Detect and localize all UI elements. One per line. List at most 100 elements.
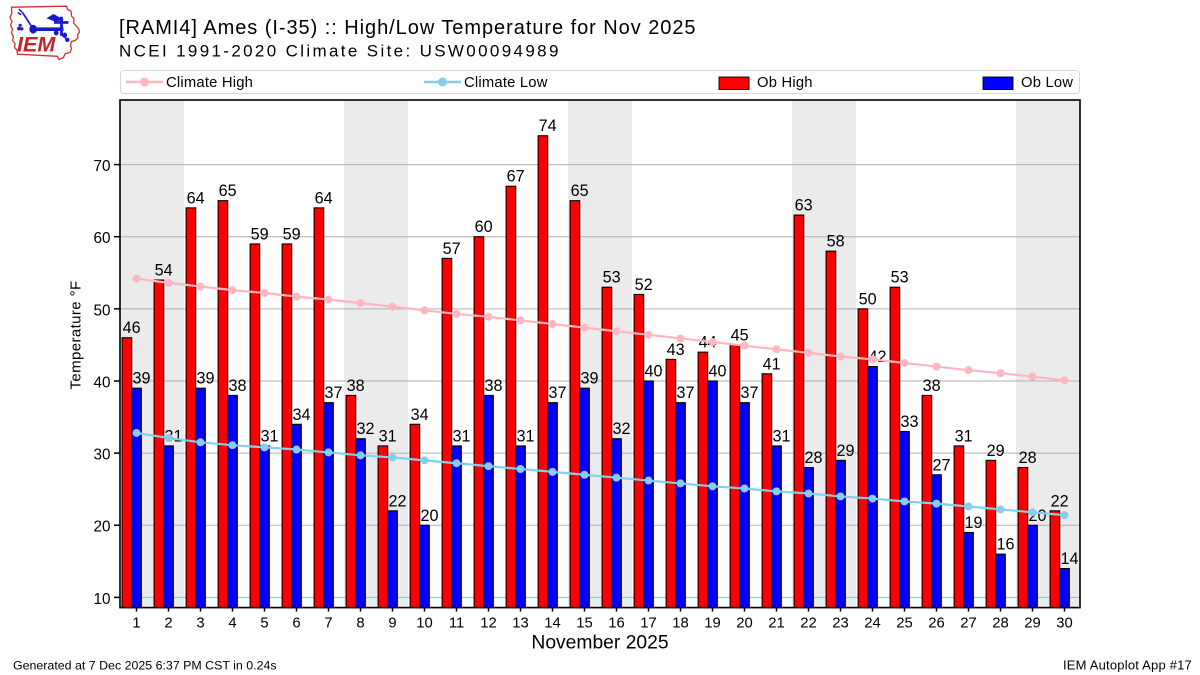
svg-text:41: 41 bbox=[763, 355, 781, 373]
svg-text:19: 19 bbox=[965, 514, 983, 532]
svg-text:Climate High: Climate High bbox=[166, 75, 253, 91]
svg-text:57: 57 bbox=[443, 240, 461, 258]
svg-text:26: 26 bbox=[928, 615, 944, 631]
svg-text:15: 15 bbox=[576, 615, 592, 631]
svg-text:59: 59 bbox=[251, 225, 269, 243]
svg-text:14: 14 bbox=[544, 615, 560, 631]
svg-text:31: 31 bbox=[379, 427, 397, 445]
svg-text:29: 29 bbox=[1024, 615, 1040, 631]
svg-text:33: 33 bbox=[901, 413, 919, 431]
svg-text:31: 31 bbox=[517, 427, 535, 445]
svg-text:58: 58 bbox=[827, 233, 845, 251]
svg-text:20: 20 bbox=[421, 507, 439, 525]
svg-text:28: 28 bbox=[1019, 449, 1037, 467]
svg-text:27: 27 bbox=[960, 615, 976, 631]
svg-text:32: 32 bbox=[613, 420, 631, 438]
svg-text:31: 31 bbox=[261, 427, 279, 445]
svg-text:10: 10 bbox=[93, 591, 110, 608]
svg-text:16: 16 bbox=[997, 536, 1015, 554]
svg-text:19: 19 bbox=[704, 615, 720, 631]
svg-text:4: 4 bbox=[228, 615, 236, 631]
svg-text:28: 28 bbox=[805, 449, 823, 467]
svg-text:53: 53 bbox=[891, 269, 909, 287]
svg-text:14: 14 bbox=[1061, 550, 1079, 568]
svg-text:20: 20 bbox=[736, 615, 752, 631]
svg-text:Ob High: Ob High bbox=[757, 75, 813, 91]
svg-text:Temperature °F: Temperature °F bbox=[68, 280, 85, 389]
svg-text:40: 40 bbox=[645, 363, 663, 381]
svg-text:74: 74 bbox=[539, 117, 557, 135]
svg-text:52: 52 bbox=[635, 276, 653, 294]
svg-text:54: 54 bbox=[155, 262, 173, 280]
svg-text:46: 46 bbox=[123, 319, 141, 337]
svg-text:38: 38 bbox=[923, 377, 941, 395]
svg-text:22: 22 bbox=[389, 492, 407, 510]
svg-text:[RAMI4] Ames (I-35) :: High/Lo: [RAMI4] Ames (I-35) :: High/Low Temperat… bbox=[119, 17, 697, 39]
svg-text:30: 30 bbox=[1056, 615, 1072, 631]
svg-text:23: 23 bbox=[832, 615, 848, 631]
svg-text:Generated at 7 Dec 2025 6:37 P: Generated at 7 Dec 2025 6:37 PM CST in 0… bbox=[13, 658, 277, 672]
svg-text:21: 21 bbox=[768, 615, 784, 631]
svg-text:24: 24 bbox=[864, 615, 880, 631]
svg-text:3: 3 bbox=[196, 615, 204, 631]
svg-text:1: 1 bbox=[132, 615, 140, 631]
svg-text:IEM Autoplot App #17: IEM Autoplot App #17 bbox=[1063, 658, 1192, 673]
svg-text:60: 60 bbox=[475, 218, 493, 236]
svg-text:63: 63 bbox=[795, 197, 813, 215]
svg-text:37: 37 bbox=[325, 384, 343, 402]
svg-text:31: 31 bbox=[453, 427, 471, 445]
svg-text:34: 34 bbox=[411, 406, 429, 424]
svg-text:11: 11 bbox=[449, 615, 464, 631]
svg-text:30: 30 bbox=[93, 447, 110, 464]
svg-text:7: 7 bbox=[324, 615, 332, 631]
svg-text:22: 22 bbox=[1051, 492, 1069, 510]
svg-text:39: 39 bbox=[581, 370, 599, 388]
svg-text:50: 50 bbox=[93, 302, 110, 319]
svg-text:43: 43 bbox=[667, 341, 685, 359]
svg-text:IEM: IEM bbox=[17, 33, 56, 57]
svg-text:November 2025: November 2025 bbox=[531, 633, 668, 654]
svg-text:29: 29 bbox=[987, 442, 1005, 460]
svg-text:17: 17 bbox=[640, 615, 656, 631]
svg-text:37: 37 bbox=[741, 384, 759, 402]
svg-text:13: 13 bbox=[512, 615, 528, 631]
svg-text:67: 67 bbox=[507, 168, 525, 186]
svg-text:40: 40 bbox=[93, 374, 110, 391]
svg-text:59: 59 bbox=[283, 225, 301, 243]
svg-text:37: 37 bbox=[549, 384, 567, 402]
svg-text:5: 5 bbox=[260, 615, 268, 631]
svg-text:64: 64 bbox=[187, 189, 205, 207]
svg-text:9: 9 bbox=[388, 615, 396, 631]
svg-text:37: 37 bbox=[677, 384, 695, 402]
svg-text:6: 6 bbox=[292, 615, 300, 631]
svg-text:64: 64 bbox=[315, 189, 333, 207]
svg-text:12: 12 bbox=[480, 615, 496, 631]
svg-text:65: 65 bbox=[219, 182, 237, 200]
svg-text:2: 2 bbox=[164, 615, 172, 631]
svg-text:28: 28 bbox=[992, 615, 1008, 631]
svg-text:70: 70 bbox=[93, 158, 110, 175]
svg-text:38: 38 bbox=[229, 377, 247, 395]
svg-text:18: 18 bbox=[672, 615, 688, 631]
svg-text:27: 27 bbox=[933, 456, 951, 474]
svg-text:29: 29 bbox=[837, 442, 855, 460]
svg-text:8: 8 bbox=[356, 615, 364, 631]
svg-text:34: 34 bbox=[293, 406, 311, 424]
svg-text:16: 16 bbox=[608, 615, 624, 631]
svg-text:40: 40 bbox=[709, 363, 727, 381]
svg-text:10: 10 bbox=[416, 615, 432, 631]
svg-text:Ob Low: Ob Low bbox=[1021, 75, 1073, 91]
svg-text:50: 50 bbox=[859, 290, 877, 308]
svg-text:32: 32 bbox=[357, 420, 375, 438]
svg-text:60: 60 bbox=[93, 230, 110, 247]
svg-text:45: 45 bbox=[731, 326, 749, 344]
svg-text:22: 22 bbox=[800, 615, 816, 631]
svg-text:39: 39 bbox=[133, 370, 151, 388]
svg-text:31: 31 bbox=[955, 427, 973, 445]
svg-text:Climate Low: Climate Low bbox=[464, 75, 548, 91]
svg-text:53: 53 bbox=[603, 269, 621, 287]
svg-text:39: 39 bbox=[197, 370, 215, 388]
svg-text:38: 38 bbox=[347, 377, 365, 395]
svg-text:25: 25 bbox=[896, 615, 912, 631]
svg-text:31: 31 bbox=[773, 427, 791, 445]
